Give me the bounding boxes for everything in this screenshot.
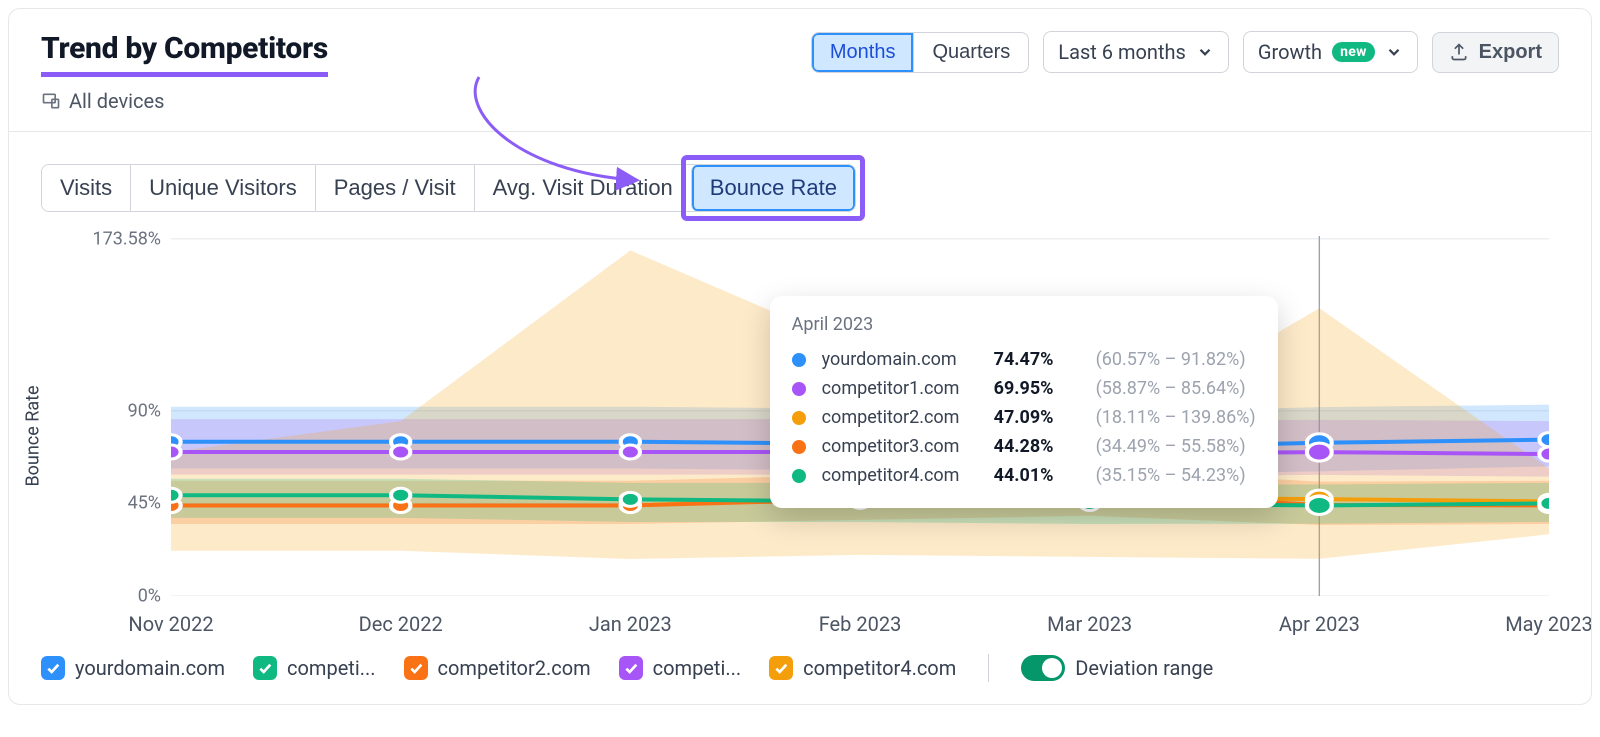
period-quarters-button[interactable]: Quarters (913, 33, 1028, 72)
legend-swatch-icon (253, 656, 277, 680)
legend-item[interactable]: competitor4.com (769, 656, 956, 680)
x-tick-label: Mar 2023 (1047, 612, 1132, 636)
series-dot-icon (792, 411, 806, 425)
metric-tab-bounce-rate[interactable]: Bounce Rate (691, 165, 855, 211)
tooltip-series-range: (35.15% – 54.23%) (1096, 465, 1256, 486)
y-tick-label: 90% (51, 400, 161, 421)
metric-tab-unique-visitors[interactable]: Unique Visitors (130, 165, 315, 211)
tooltip-series-range: (18.11% – 139.86%) (1096, 407, 1256, 428)
growth-dropdown-label: Growth (1258, 40, 1322, 64)
export-icon (1449, 42, 1469, 62)
legend-swatch-icon (769, 656, 793, 680)
legend-item[interactable]: competitor2.com (404, 656, 591, 680)
x-tick-label: Nov 2022 (128, 612, 213, 636)
metric-tab-avg-visit-duration[interactable]: Avg. Visit Duration (474, 165, 691, 211)
tooltip-series-range: (34.49% – 55.58%) (1096, 436, 1256, 457)
legend-label: yourdomain.com (75, 656, 225, 680)
tooltip-series-value: 44.01% (994, 465, 1084, 486)
tooltip-title: April 2023 (792, 314, 1256, 335)
legend-item[interactable]: competi... (253, 656, 375, 680)
tooltip-row: competitor1.com 69.95% (58.87% – 85.64%) (792, 374, 1256, 403)
chart-area: Bounce Rate April 2023 yourdomain.com74.… (41, 236, 1559, 636)
x-tick-label: Feb 2023 (819, 612, 902, 636)
devices-label: All devices (69, 89, 164, 113)
y-tick-label: 0% (51, 586, 161, 607)
y-tick-label: 45% (51, 493, 161, 514)
new-badge: new (1332, 42, 1375, 62)
tooltip-series-value: 74.47% (994, 349, 1084, 370)
tooltip-row: yourdomain.com 74.47% (60.57% – 91.82%) (792, 345, 1256, 374)
legend-swatch-icon (404, 656, 428, 680)
tooltip-series-value: 44.28% (994, 436, 1084, 457)
chevron-down-icon (1196, 43, 1214, 61)
x-tick-label: Apr 2023 (1279, 612, 1360, 636)
legend-label: competitor2.com (438, 656, 591, 680)
series-dot-icon (792, 469, 806, 483)
tooltip-series-range: (60.57% – 91.82%) (1096, 349, 1256, 370)
chart-tooltip: April 2023 yourdomain.com 74.47% (60.57% –… (770, 296, 1278, 508)
metric-tabs-row: VisitsUnique VisitorsPages / VisitAvg. V… (9, 132, 1591, 212)
series-dot-icon (792, 440, 806, 454)
deviation-range-toggle[interactable]: Deviation range (1021, 655, 1213, 681)
tooltip-series-name: competitor2.com (822, 407, 982, 428)
deviation-range-label: Deviation range (1075, 656, 1213, 680)
legend-swatch-icon (619, 656, 643, 680)
range-dropdown-label: Last 6 months (1058, 40, 1186, 64)
devices-filter[interactable]: All devices (41, 89, 328, 113)
y-axis-title: Bounce Rate (23, 385, 44, 486)
series-dot-icon (792, 353, 806, 367)
tooltip-series-value: 69.95% (994, 378, 1084, 399)
x-tick-label: May 2023 (1505, 612, 1592, 636)
legend-swatch-icon (41, 656, 65, 680)
range-dropdown[interactable]: Last 6 months (1043, 31, 1229, 73)
chevron-down-icon (1385, 43, 1403, 61)
legend-label: competi... (653, 656, 741, 680)
tooltip-row: competitor4.com 44.01% (35.15% – 54.23%) (792, 461, 1256, 490)
legend-label: competi... (287, 656, 375, 680)
x-tick-label: Dec 2022 (359, 612, 443, 636)
tooltip-series-name: competitor3.com (822, 436, 982, 457)
tooltip-series-name: yourdomain.com (822, 349, 982, 370)
series-dot-icon (792, 382, 806, 396)
trend-panel: Trend by Competitors All devices Months … (8, 8, 1592, 705)
period-months-button[interactable]: Months (812, 33, 914, 72)
legend-item[interactable]: competi... (619, 656, 741, 680)
tooltip-series-range: (58.87% – 85.64%) (1096, 378, 1256, 399)
tooltip-series-value: 47.09% (994, 407, 1084, 428)
metric-tab-visits[interactable]: Visits (42, 165, 130, 211)
growth-dropdown[interactable]: Growth new (1243, 31, 1418, 73)
panel-title: Trend by Competitors (41, 31, 328, 77)
devices-icon (41, 91, 61, 111)
tooltip-series-name: competitor1.com (822, 378, 982, 399)
export-label: Export (1479, 41, 1542, 64)
tooltip-row: competitor3.com 44.28% (34.49% – 55.58%) (792, 432, 1256, 461)
panel-header: Trend by Competitors All devices Months … (9, 9, 1591, 121)
y-tick-label: 173.58% (51, 228, 161, 249)
legend-item[interactable]: yourdomain.com (41, 656, 225, 680)
x-tick-label: Jan 2023 (589, 612, 672, 636)
export-button[interactable]: Export (1432, 32, 1559, 73)
tooltip-series-name: competitor4.com (822, 465, 982, 486)
chart-legend: yourdomain.com competi... competitor2.com c… (9, 636, 1591, 704)
metric-tab-pages-visit[interactable]: Pages / Visit (315, 165, 474, 211)
divider (988, 654, 989, 682)
tooltip-row: competitor2.com 47.09% (18.11% – 139.86%) (792, 403, 1256, 432)
period-segmented: Months Quarters (811, 32, 1029, 73)
legend-label: competitor4.com (803, 656, 956, 680)
toggle-icon (1021, 655, 1065, 681)
metric-tabs: VisitsUnique VisitorsPages / VisitAvg. V… (41, 164, 856, 212)
